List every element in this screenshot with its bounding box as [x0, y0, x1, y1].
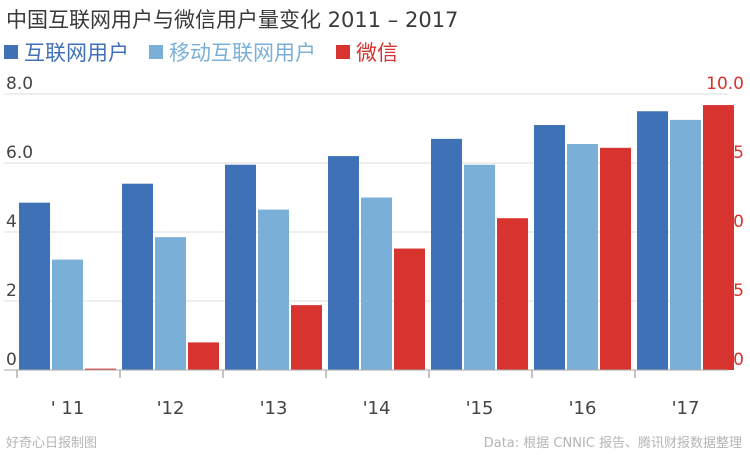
bar-互联网用户 — [534, 125, 565, 370]
y-left-tick-label: 4 — [6, 212, 17, 232]
bar-移动互联网用户 — [52, 259, 83, 370]
legend-item-mobile-internet-users: 移动互联网用户 — [149, 37, 316, 67]
x-tick-label: '17 — [672, 398, 700, 419]
bar-互联网用户 — [431, 138, 462, 370]
x-tick-label: ' 11 — [51, 398, 85, 419]
bar-移动互联网用户 — [567, 144, 598, 370]
bar-微信 — [600, 147, 631, 370]
bar-移动互联网用户 — [155, 237, 186, 370]
legend: 互联网用户 移动互联网用户 微信 — [4, 38, 418, 66]
x-tick-label: '15 — [466, 398, 494, 419]
bar-互联网用户 — [637, 111, 668, 370]
bar-移动互联网用户 — [361, 197, 392, 370]
bar-微信 — [497, 218, 528, 370]
legend-label-wechat: 微信 — [356, 41, 398, 65]
x-tick-label: '16 — [569, 398, 597, 419]
y-left-tick-label: 6.0 — [6, 143, 33, 163]
y-left-tick-label: 8.0 — [6, 74, 33, 94]
bar-移动互联网用户 — [464, 164, 495, 370]
y-left-tick-label: 2 — [6, 281, 17, 301]
y-left-tick-label: 0 — [6, 350, 17, 370]
chart-title: 中国互联网用户与微信用户量变化 2011 – 2017 — [6, 8, 459, 32]
bar-微信 — [85, 368, 116, 370]
bar-微信 — [394, 248, 425, 370]
legend-swatch-mobile-internet-users — [149, 45, 163, 59]
bar-移动互联网用户 — [258, 209, 289, 370]
legend-item-wechat: 微信 — [336, 37, 398, 67]
legend-item-internet-users: 互联网用户 — [4, 37, 129, 67]
legend-label-mobile-internet-users: 移动互联网用户 — [169, 41, 316, 65]
bar-互联网用户 — [225, 164, 256, 370]
bar-微信 — [188, 342, 219, 370]
legend-swatch-internet-users — [4, 45, 18, 59]
legend-label-internet-users: 互联网用户 — [24, 41, 129, 65]
x-tick-label: '14 — [363, 398, 391, 419]
bar-移动互联网用户 — [670, 119, 701, 370]
bar-互联网用户 — [19, 202, 50, 370]
y-right-tick-label: 0 — [733, 350, 744, 370]
legend-swatch-wechat — [336, 45, 350, 59]
x-tick-label: '12 — [157, 398, 185, 419]
footer-source: Data: 根据 CNNIC 报告、腾讯财报数据整理 — [483, 436, 742, 451]
bar-互联网用户 — [122, 183, 153, 370]
bar-微信 — [291, 305, 322, 370]
y-right-tick-label: 10.0 — [706, 74, 744, 94]
footer-credit: 好奇心日报制图 — [6, 436, 98, 451]
bar-微信 — [703, 105, 734, 370]
x-tick-label: '13 — [260, 398, 288, 419]
bar-互联网用户 — [328, 156, 359, 370]
